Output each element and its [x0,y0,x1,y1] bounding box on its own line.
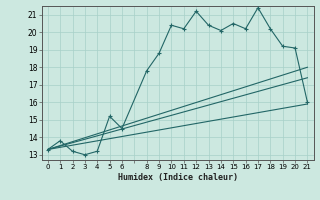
X-axis label: Humidex (Indice chaleur): Humidex (Indice chaleur) [118,173,237,182]
